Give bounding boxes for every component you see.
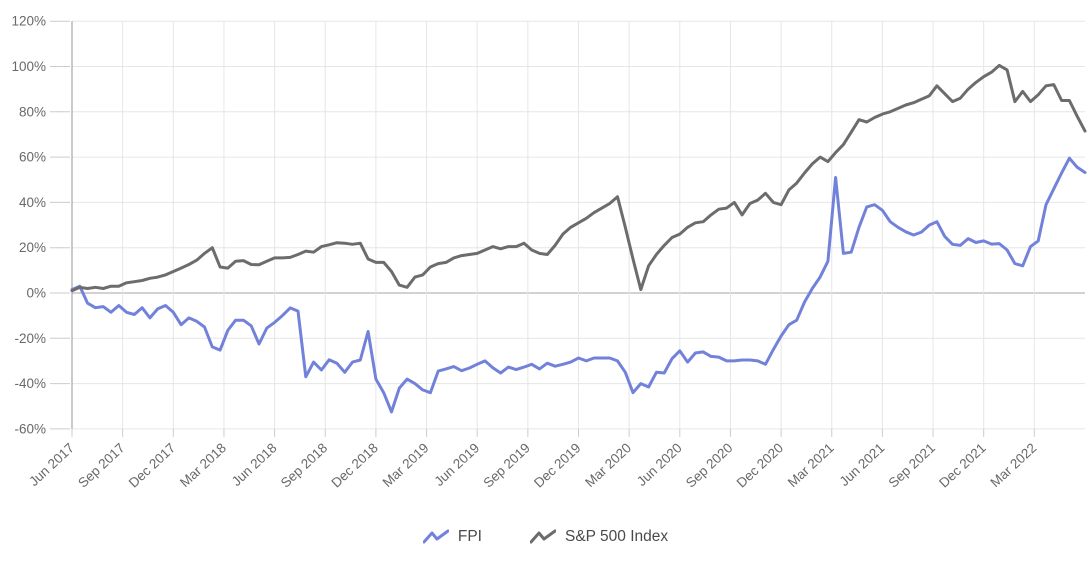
chart-plot-area: 120%100%80%60%40%20%0%-20%-40%-60%Jun 20… — [11, 14, 1087, 491]
y-axis-label: 80% — [19, 104, 46, 119]
x-axis-label: Jun 2021 — [837, 440, 888, 489]
svg-text:Dec 2021: Dec 2021 — [936, 440, 988, 490]
chart-legend: FPI S&P 500 Index — [0, 528, 1091, 546]
x-axis-label: Sep 2017 — [75, 440, 128, 490]
x-axis-label: Jun 2017 — [26, 440, 77, 489]
x-axis-label: Dec 2018 — [328, 440, 380, 490]
y-axis-label: 100% — [11, 59, 46, 74]
svg-text:Jun 2021: Jun 2021 — [837, 440, 888, 489]
legend-label-fpi: FPI — [457, 528, 482, 545]
sp500-legend-line-icon — [529, 529, 556, 544]
legend-label-sp500: S&P 500 Index — [564, 528, 669, 545]
x-axis-label: Dec 2020 — [734, 440, 786, 490]
x-axis-label: Mar 2022 — [987, 440, 1039, 490]
x-axis-label: Jun 2019 — [431, 440, 482, 489]
y-axis-label: 40% — [19, 195, 46, 210]
x-axis-label: Mar 2018 — [177, 440, 229, 490]
sp500-line[interactable] — [70, 63, 1087, 293]
svg-text:Mar 2022: Mar 2022 — [987, 440, 1039, 490]
y-axis-label: -20% — [14, 331, 46, 346]
x-axis-label: Dec 2021 — [936, 440, 988, 490]
fpi-line[interactable] — [70, 156, 1087, 414]
svg-text:Jun 2018: Jun 2018 — [229, 440, 280, 489]
svg-text:Dec 2018: Dec 2018 — [328, 440, 380, 490]
x-axis-label: Jun 2018 — [229, 440, 280, 489]
y-axis-label: -40% — [14, 376, 46, 391]
y-gridlines-and-labels: 120% 100% 80% 60% 40% 20% 0% -20% -40% -60% — [11, 14, 1085, 436]
svg-text:Mar 2018: Mar 2018 — [177, 440, 229, 490]
svg-text:Sep 2018: Sep 2018 — [278, 440, 331, 490]
x-axis-label: Sep 2019 — [480, 440, 533, 490]
legend-item-fpi[interactable]: FPI — [422, 528, 482, 546]
svg-text:Mar 2020: Mar 2020 — [582, 440, 634, 490]
svg-text:Jun 2019: Jun 2019 — [431, 440, 482, 489]
x-axis-label: Mar 2019 — [380, 440, 432, 490]
y-axis-label: 20% — [19, 240, 46, 255]
svg-text:Mar 2021: Mar 2021 — [785, 440, 837, 490]
x-axis-label: Dec 2017 — [126, 440, 178, 490]
svg-text:Jun 2020: Jun 2020 — [634, 440, 685, 489]
legend-item-sp500[interactable]: S&P 500 Index — [529, 528, 669, 546]
x-axis-label: Mar 2020 — [582, 440, 634, 490]
svg-text:Dec 2019: Dec 2019 — [531, 440, 583, 490]
svg-text:Dec 2020: Dec 2020 — [734, 440, 786, 490]
x-axis-label: Dec 2019 — [531, 440, 583, 490]
svg-text:Jun 2017: Jun 2017 — [26, 440, 77, 489]
svg-text:Sep 2020: Sep 2020 — [683, 440, 736, 490]
svg-text:Sep 2021: Sep 2021 — [886, 440, 939, 490]
y-axis-label: 120% — [11, 14, 46, 29]
x-axis-label: Sep 2018 — [278, 440, 331, 490]
x-axis-label: Jun 2020 — [634, 440, 685, 489]
fpi-legend-line-icon — [422, 529, 449, 544]
svg-text:Mar 2019: Mar 2019 — [380, 440, 432, 490]
y-axis-label: 60% — [19, 150, 46, 165]
y-axis-label: 0% — [26, 286, 46, 301]
svg-text:Sep 2017: Sep 2017 — [75, 440, 128, 490]
svg-text:Sep 2019: Sep 2019 — [480, 440, 533, 490]
x-axis-label: Sep 2021 — [886, 440, 939, 490]
x-axis-label: Sep 2020 — [683, 440, 736, 490]
y-axis-label: -60% — [14, 421, 46, 436]
svg-text:Dec 2017: Dec 2017 — [126, 440, 178, 490]
x-axis-label: Mar 2021 — [785, 440, 837, 490]
